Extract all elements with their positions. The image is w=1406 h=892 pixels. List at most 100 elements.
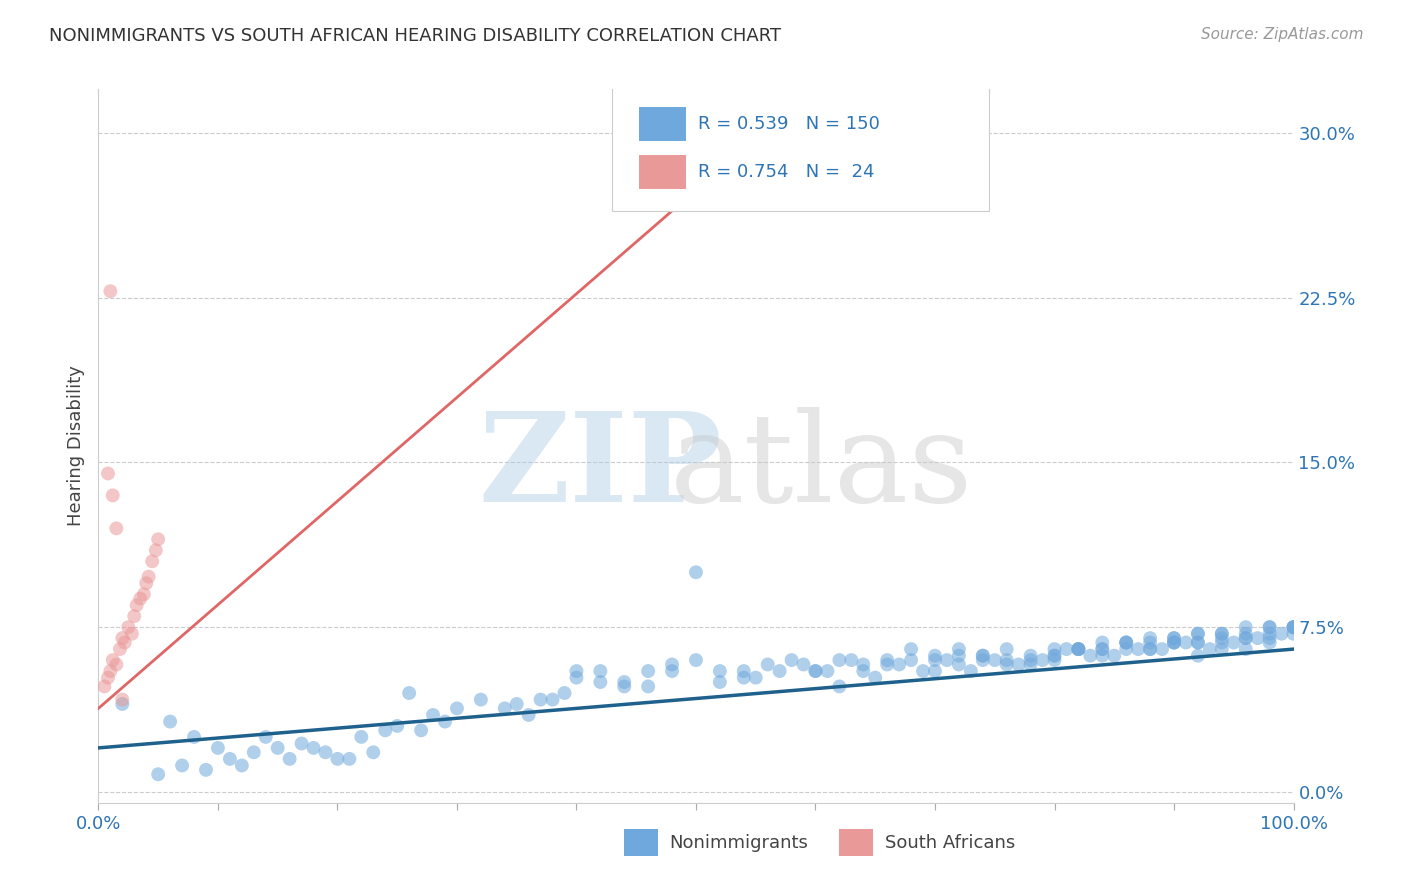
Point bbox=[554, 686, 576, 700]
Text: Nonimmigrants: Nonimmigrants bbox=[669, 834, 808, 852]
Point bbox=[900, 642, 922, 657]
Point bbox=[589, 675, 612, 690]
Point bbox=[111, 692, 134, 706]
Point bbox=[972, 648, 994, 663]
Point bbox=[1091, 648, 1114, 663]
Point bbox=[98, 284, 122, 298]
Point bbox=[1032, 653, 1054, 667]
Point bbox=[98, 664, 122, 678]
Point bbox=[1091, 642, 1114, 657]
Point bbox=[363, 745, 385, 759]
Point bbox=[267, 740, 290, 755]
Point bbox=[995, 642, 1018, 657]
Point bbox=[506, 697, 529, 711]
Point bbox=[1115, 635, 1137, 649]
Point bbox=[661, 657, 683, 672]
Point bbox=[637, 680, 659, 694]
Point bbox=[101, 488, 124, 502]
Point bbox=[1258, 620, 1281, 634]
Text: Source: ZipAtlas.com: Source: ZipAtlas.com bbox=[1201, 27, 1364, 42]
Text: ZIP: ZIP bbox=[478, 407, 723, 528]
Point bbox=[517, 708, 540, 723]
Point bbox=[924, 664, 946, 678]
Point bbox=[422, 708, 444, 723]
Point bbox=[637, 664, 659, 678]
Point bbox=[219, 752, 242, 766]
Text: R = 0.539   N = 150: R = 0.539 N = 150 bbox=[699, 115, 880, 133]
Point bbox=[1043, 648, 1066, 663]
Point bbox=[900, 653, 922, 667]
Point bbox=[1187, 635, 1209, 649]
Point bbox=[302, 740, 325, 755]
Point bbox=[105, 521, 128, 535]
Point bbox=[385, 719, 409, 733]
Text: NONIMMIGRANTS VS SOUTH AFRICAN HEARING DISABILITY CORRELATION CHART: NONIMMIGRANTS VS SOUTH AFRICAN HEARING D… bbox=[49, 27, 782, 45]
Point bbox=[97, 671, 120, 685]
Point bbox=[1043, 648, 1066, 663]
Point bbox=[804, 664, 827, 678]
Point bbox=[589, 664, 612, 678]
Point bbox=[936, 653, 959, 667]
Point bbox=[1043, 653, 1066, 667]
Point bbox=[326, 752, 349, 766]
Point bbox=[960, 664, 983, 678]
Point bbox=[733, 664, 755, 678]
Point bbox=[172, 758, 194, 772]
Point bbox=[129, 591, 152, 606]
Point bbox=[1211, 635, 1233, 649]
Point bbox=[852, 657, 875, 672]
Point bbox=[793, 657, 815, 672]
Point bbox=[148, 533, 170, 547]
Point bbox=[1091, 642, 1114, 657]
Point bbox=[911, 664, 934, 678]
Point bbox=[1067, 642, 1090, 657]
Point bbox=[972, 648, 994, 663]
Point bbox=[828, 680, 851, 694]
Point bbox=[159, 714, 181, 729]
Point bbox=[1282, 620, 1305, 634]
Point bbox=[1163, 631, 1185, 645]
Point bbox=[1211, 631, 1233, 645]
Point bbox=[1152, 642, 1174, 657]
Point bbox=[709, 664, 731, 678]
Point bbox=[121, 626, 143, 640]
Point bbox=[114, 635, 136, 649]
Point bbox=[1080, 648, 1102, 663]
Point bbox=[138, 569, 160, 583]
Point bbox=[661, 664, 683, 678]
Point bbox=[1067, 642, 1090, 657]
Point bbox=[291, 737, 314, 751]
Point bbox=[1187, 635, 1209, 649]
Point bbox=[685, 653, 707, 667]
Point bbox=[565, 664, 588, 678]
Point bbox=[1067, 642, 1090, 657]
Point bbox=[852, 664, 875, 678]
Point bbox=[1211, 626, 1233, 640]
Point bbox=[995, 657, 1018, 672]
Point bbox=[374, 723, 396, 738]
Point bbox=[972, 653, 994, 667]
Point bbox=[1115, 635, 1137, 649]
Point bbox=[1282, 620, 1305, 634]
Point bbox=[745, 671, 768, 685]
Point bbox=[1258, 626, 1281, 640]
Point bbox=[97, 467, 120, 481]
Point bbox=[1139, 631, 1161, 645]
Point bbox=[1163, 635, 1185, 649]
Point bbox=[1019, 657, 1042, 672]
Point bbox=[1258, 635, 1281, 649]
Point bbox=[1234, 642, 1257, 657]
Point bbox=[1139, 635, 1161, 649]
Point bbox=[1067, 642, 1090, 657]
Point bbox=[339, 752, 361, 766]
Point bbox=[1223, 635, 1246, 649]
Point bbox=[195, 763, 218, 777]
Point bbox=[315, 745, 337, 759]
Point bbox=[1187, 626, 1209, 640]
Point bbox=[876, 653, 898, 667]
Point bbox=[1258, 620, 1281, 634]
Point bbox=[111, 697, 134, 711]
Point bbox=[124, 609, 146, 624]
Point bbox=[105, 657, 128, 672]
Point bbox=[446, 701, 468, 715]
